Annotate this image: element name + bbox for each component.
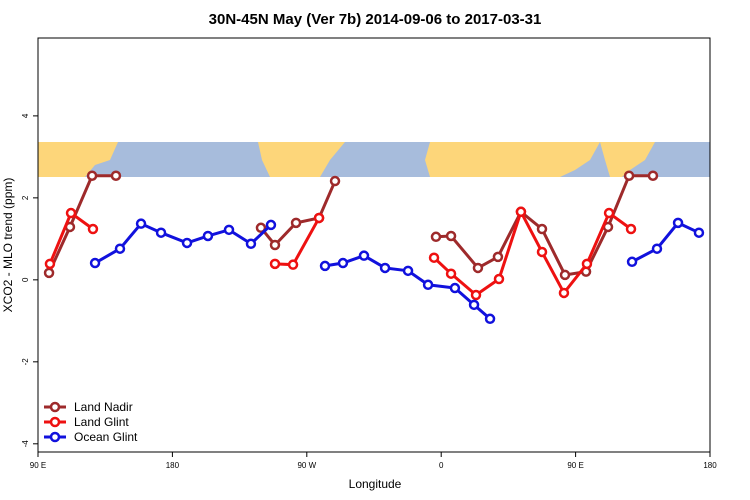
point — [319, 260, 331, 272]
legend-marker — [49, 401, 61, 413]
x-tick-label: 180 — [166, 461, 180, 470]
legend-label: Land Nadir — [74, 400, 133, 414]
y-axis-label: XCO2 - MLO trend (ppm) — [1, 178, 15, 313]
legend-label: Ocean Glint — [74, 430, 138, 444]
point — [492, 251, 504, 263]
x-tick-label: 90 E — [567, 461, 583, 470]
point — [86, 170, 98, 181]
point — [245, 238, 257, 250]
x-axis-label: Longitude — [349, 477, 402, 491]
map-strip — [38, 142, 710, 177]
point — [358, 250, 370, 261]
point — [422, 279, 434, 291]
point — [181, 237, 193, 249]
legend-marker — [49, 416, 61, 428]
point — [337, 257, 349, 269]
point — [623, 170, 635, 181]
point — [255, 222, 267, 234]
point — [515, 206, 527, 218]
point — [558, 287, 570, 299]
point — [402, 265, 414, 277]
point — [269, 258, 281, 270]
point — [313, 212, 325, 224]
y-tick-label: 0 — [21, 277, 30, 282]
point — [44, 258, 56, 270]
legend-label: Land Glint — [74, 415, 129, 429]
point — [379, 262, 391, 274]
point — [493, 273, 505, 285]
point — [536, 246, 548, 258]
point — [287, 259, 299, 270]
point — [559, 269, 571, 281]
x-tick-label: 90 E — [30, 461, 46, 470]
point — [223, 224, 235, 236]
point — [428, 252, 440, 263]
point — [329, 175, 341, 187]
point — [445, 268, 457, 279]
point — [626, 256, 638, 268]
point — [581, 258, 593, 270]
point — [484, 313, 496, 325]
point — [87, 223, 99, 235]
point — [647, 170, 659, 181]
point — [155, 227, 167, 238]
point — [290, 217, 302, 229]
y-tick-label: 2 — [21, 195, 30, 200]
point — [449, 282, 461, 294]
y-tick-label: -2 — [21, 358, 30, 366]
point — [470, 289, 482, 301]
point — [472, 262, 484, 274]
point — [269, 239, 281, 251]
point — [202, 230, 214, 242]
y-tick-label: 4 — [21, 113, 30, 118]
point — [536, 223, 548, 235]
x-tick-label: 90 W — [297, 461, 316, 470]
point — [693, 227, 705, 238]
point — [625, 223, 637, 235]
chart-title: 30N-45N May (Ver 7b) 2014-09-06 to 2017-… — [209, 11, 542, 28]
point — [430, 231, 442, 243]
point — [65, 207, 77, 219]
y-tick-label: -4 — [21, 440, 30, 448]
point — [651, 243, 663, 254]
point — [114, 243, 126, 254]
point — [468, 299, 480, 311]
legend-marker — [49, 431, 61, 443]
x-tick-label: 180 — [703, 461, 717, 470]
plot-frame — [37, 37, 711, 453]
x-tick-label: 0 — [439, 461, 444, 470]
point — [672, 217, 684, 229]
point — [265, 219, 277, 231]
point — [43, 267, 55, 279]
point — [445, 230, 457, 242]
point — [89, 257, 101, 269]
point — [603, 207, 615, 219]
series-line — [94, 221, 700, 320]
point — [110, 170, 122, 181]
point — [135, 218, 147, 229]
